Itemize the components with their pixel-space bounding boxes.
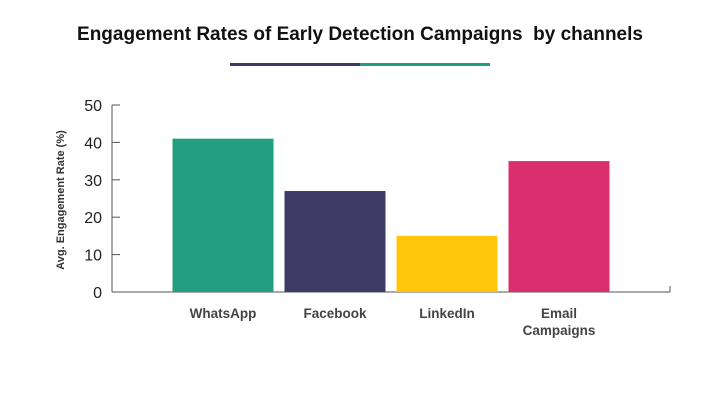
x-tick-label-line: Facebook bbox=[303, 306, 367, 321]
y-tick-label: 30 bbox=[84, 173, 102, 190]
chart-title: Engagement Rates of Early Detection Camp… bbox=[77, 24, 643, 45]
x-tick-label-line: Campaigns bbox=[523, 323, 596, 338]
x-tick-label: Email Campaigns bbox=[523, 306, 596, 338]
bar-linkedin bbox=[396, 235, 498, 292]
title-underline-right bbox=[360, 63, 490, 66]
y-tick-label: 40 bbox=[84, 135, 102, 152]
y-tick-label: 20 bbox=[84, 210, 102, 227]
y-tick-label: 50 bbox=[84, 98, 102, 115]
x-tick-label-line: LinkedIn bbox=[419, 306, 475, 321]
bar-facebook bbox=[284, 191, 386, 292]
bar-email-campaigns bbox=[508, 161, 610, 292]
y-tick-label: 10 bbox=[84, 248, 102, 265]
bar-whatsapp bbox=[172, 138, 274, 292]
x-tick-label: Facebook bbox=[303, 306, 367, 321]
y-axis-label: Avg. Engagement Rate (%) bbox=[55, 130, 67, 270]
x-tick-label: WhatsApp bbox=[190, 306, 257, 321]
x-tick-label: LinkedIn bbox=[419, 306, 475, 321]
x-tick-label-line: Email bbox=[541, 306, 577, 321]
x-tick-label-line: WhatsApp bbox=[190, 306, 257, 321]
y-tick-label: 0 bbox=[93, 285, 102, 302]
title-underline-left bbox=[230, 63, 360, 66]
